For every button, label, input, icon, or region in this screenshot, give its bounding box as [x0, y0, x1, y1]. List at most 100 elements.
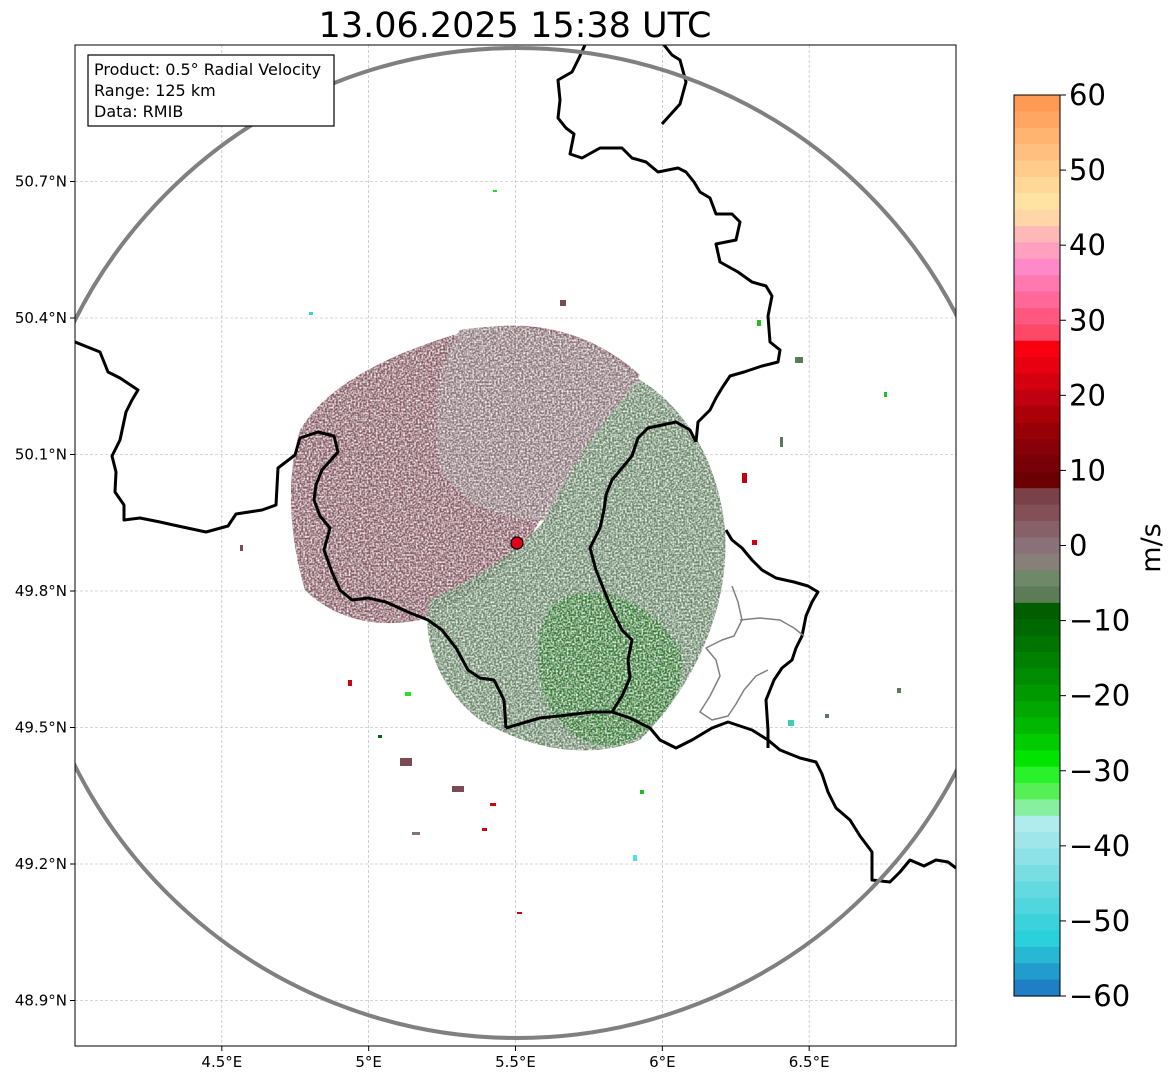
radar-site-marker	[510, 536, 524, 550]
colorbar-swatch	[1014, 144, 1060, 162]
colorbar-swatch	[1014, 439, 1060, 456]
colorbar-swatch	[1014, 750, 1060, 768]
colorbar-swatch	[1014, 766, 1060, 784]
lat-tick-label: 48.9°N	[15, 992, 67, 1010]
colorbar-swatch	[1014, 488, 1060, 506]
colorbar-swatch	[1014, 783, 1060, 801]
colorbar-swatch	[1014, 651, 1060, 669]
luxembourg-border	[505, 420, 698, 730]
colorbar-swatch	[1014, 864, 1060, 882]
colorbar-swatch	[1014, 668, 1060, 686]
belgium-border	[75, 340, 508, 729]
colorbar-swatches	[1014, 95, 1060, 997]
colorbar-swatch	[1014, 242, 1060, 260]
regional-border	[699, 585, 769, 721]
info-data-source: Data: RMIB	[94, 102, 183, 121]
france-germany-border	[611, 710, 956, 884]
colorbar-swatch	[1014, 979, 1060, 997]
colorbar-swatch	[1014, 340, 1060, 358]
colorbar-swatch	[1014, 717, 1060, 735]
colorbar-swatch	[1014, 815, 1060, 833]
lat-tick-label: 50.1°N	[15, 446, 67, 464]
colorbar-swatch	[1014, 619, 1060, 637]
colorbar-swatch	[1014, 258, 1060, 276]
info-range: Range: 125 km	[94, 81, 216, 100]
colorbar-swatch	[1014, 373, 1060, 391]
colorbar-swatch	[1014, 799, 1060, 817]
map-panel: Product: 0.5° Radial Velocity Range: 125…	[15, 44, 957, 1071]
colorbar-swatch	[1014, 897, 1060, 915]
lat-tick-label: 49.8°N	[15, 582, 67, 600]
colorbar-swatch	[1014, 307, 1060, 325]
range-ring-125km	[75, 46, 956, 1040]
saar-border	[724, 529, 820, 748]
colorbar-swatch	[1014, 946, 1060, 964]
colorbar-swatch	[1014, 602, 1060, 620]
colorbar-tick-label: 50	[1069, 153, 1106, 187]
colorbar-unit-label: m/s	[1136, 523, 1167, 572]
colorbar-swatch	[1014, 586, 1060, 604]
colorbar-swatch	[1014, 520, 1060, 538]
info-box: Product: 0.5° Radial Velocity Range: 125…	[87, 54, 335, 127]
colorbar-tick-label: 0	[1069, 529, 1087, 563]
latitude-ticks: 48.9°N 49.2°N 49.5°N 49.8°N 50.1°N 50.4°N 50.7…	[15, 173, 75, 1010]
colorbar-swatch	[1014, 275, 1060, 293]
lat-tick-label: 49.2°N	[15, 855, 67, 873]
colorbar-swatch	[1014, 176, 1060, 194]
colorbar-swatch	[1014, 537, 1060, 555]
lat-tick-label: 49.5°N	[15, 719, 67, 737]
colorbar-swatch	[1014, 963, 1060, 981]
colorbar-swatch	[1014, 701, 1060, 719]
colorbar-swatch	[1014, 324, 1060, 342]
colorbar-tick-label: 40	[1069, 228, 1106, 262]
lon-tick-label: 5°E	[355, 1053, 382, 1071]
colorbar-ticks: 60 50 40 30 20 10 0 −10 −20 −30 −40 −50 −60	[1060, 78, 1130, 1013]
regional-border-2	[739, 617, 805, 637]
colorbar-tick-label: −50	[1069, 904, 1130, 938]
germany-north-spur	[660, 45, 688, 126]
colorbar-swatch	[1014, 422, 1060, 440]
lat-tick-label: 50.7°N	[15, 173, 67, 191]
colorbar-tick-label: 20	[1069, 378, 1106, 412]
colorbar-tick-label: 60	[1069, 78, 1106, 112]
colorbar-swatch	[1014, 635, 1060, 653]
lat-tick-label: 50.4°N	[15, 309, 67, 327]
colorbar-tick-label: −20	[1069, 679, 1130, 713]
colorbar-swatch	[1014, 684, 1060, 702]
colorbar-swatch	[1014, 930, 1060, 948]
colorbar-swatch	[1014, 570, 1060, 588]
colorbar-tick-label: −30	[1069, 754, 1130, 788]
colorbar-swatch	[1014, 914, 1060, 932]
colorbar-tick-label: −10	[1069, 604, 1130, 638]
colorbar-swatch	[1014, 389, 1060, 407]
colorbar: 60 50 40 30 20 10 0 −10 −20 −30 −40 −50 −60 m/s	[1013, 78, 1167, 1013]
colorbar-swatch	[1014, 291, 1060, 309]
echo-speckles	[240, 97, 901, 914]
echo-mixed-region	[436, 326, 640, 521]
colorbar-swatch	[1014, 160, 1060, 178]
colorbar-tick-label: −40	[1069, 829, 1130, 863]
lon-tick-label: 5.5°E	[495, 1053, 536, 1071]
lon-tick-label: 6.5°E	[789, 1053, 830, 1071]
colorbar-swatch	[1014, 733, 1060, 751]
colorbar-swatch	[1014, 127, 1060, 145]
colorbar-swatch	[1014, 95, 1060, 112]
colorbar-swatch	[1014, 848, 1060, 866]
colorbar-swatch	[1014, 209, 1060, 227]
colorbar-swatch	[1014, 357, 1060, 375]
colorbar-swatch	[1014, 832, 1060, 850]
colorbar-tick-label: 30	[1069, 303, 1106, 337]
echo-strong-inbound-region	[538, 592, 682, 746]
germany-border	[556, 45, 782, 443]
colorbar-tick-label: 10	[1069, 453, 1106, 487]
colorbar-swatch	[1014, 504, 1060, 522]
map-title: 13.06.2025 15:38 UTC	[319, 6, 712, 46]
colorbar-tick-label: −60	[1069, 979, 1130, 1013]
lon-tick-label: 6°E	[649, 1053, 676, 1071]
colorbar-swatch	[1014, 471, 1060, 489]
colorbar-swatch	[1014, 193, 1060, 211]
lon-tick-label: 4.5°E	[201, 1053, 242, 1071]
colorbar-swatch	[1014, 111, 1060, 129]
velocity-echoes	[240, 97, 901, 914]
